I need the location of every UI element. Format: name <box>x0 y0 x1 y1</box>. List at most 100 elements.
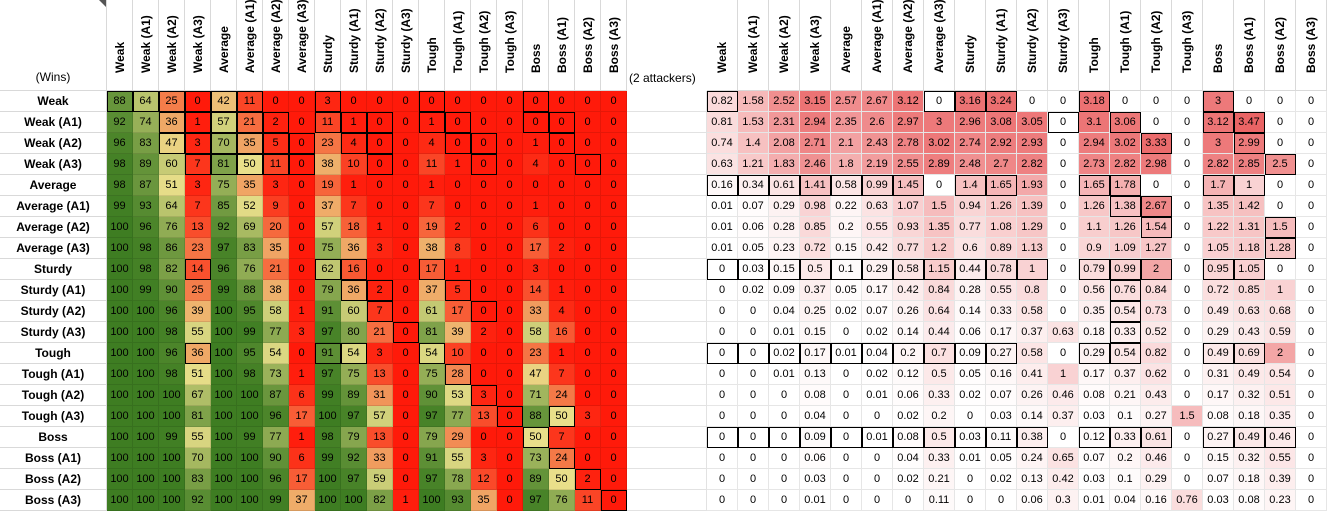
win-cell[interactable]: 3 <box>367 238 393 259</box>
win-cell[interactable]: 0 <box>601 196 627 217</box>
ratio-cell[interactable]: 0 <box>769 385 800 406</box>
ratio-cell[interactable]: 0.03 <box>1079 469 1110 490</box>
ratio-cell[interactable]: 0.33 <box>1110 322 1141 343</box>
win-cell[interactable]: 0 <box>601 133 627 154</box>
ratio-cell[interactable]: 0.8 <box>1017 280 1048 301</box>
ratio-cell[interactable]: 2.82 <box>1203 154 1234 175</box>
ratio-column-header[interactable]: Average (A1) <box>862 0 893 91</box>
win-cell[interactable]: 0 <box>575 238 601 259</box>
ratio-cell[interactable]: 0.03 <box>986 406 1017 427</box>
win-cell[interactable]: 0 <box>601 427 627 448</box>
ratio-cell[interactable]: 0 <box>986 490 1017 511</box>
win-cell[interactable]: 0 <box>471 343 497 364</box>
ratio-cell[interactable]: 0.24 <box>1017 448 1048 469</box>
win-cell[interactable]: 2 <box>367 280 393 301</box>
win-cell[interactable]: 81 <box>211 154 237 175</box>
ratio-cell[interactable]: 0.29 <box>1079 343 1110 364</box>
win-cell[interactable]: 0 <box>393 280 419 301</box>
wins-column-header[interactable]: Boss <box>523 0 549 91</box>
ratio-cell[interactable]: 0.01 <box>831 343 862 364</box>
wins-column-header[interactable]: Boss (A2) <box>575 0 601 91</box>
ratio-cell[interactable]: 0.14 <box>893 322 924 343</box>
ratio-cell[interactable]: 0.85 <box>1234 280 1265 301</box>
ratio-cell[interactable]: 0.63 <box>1048 322 1079 343</box>
win-cell[interactable]: 0 <box>523 175 549 196</box>
ratio-cell[interactable]: 0.13 <box>1017 469 1048 490</box>
win-cell[interactable]: 0 <box>289 91 315 112</box>
win-cell[interactable]: 3 <box>575 406 601 427</box>
spacer-cell[interactable] <box>627 406 707 427</box>
win-cell[interactable]: 7 <box>549 427 575 448</box>
win-cell[interactable]: 0 <box>471 196 497 217</box>
win-cell[interactable]: 33 <box>367 448 393 469</box>
ratio-cell[interactable]: 0.2 <box>831 217 862 238</box>
wins-column-header[interactable]: Weak (A2) <box>159 0 185 91</box>
ratio-cell[interactable]: 0.46 <box>1141 448 1172 469</box>
ratio-cell[interactable]: 0.51 <box>1265 385 1296 406</box>
win-cell[interactable]: 0 <box>549 196 575 217</box>
win-cell[interactable]: 0 <box>341 91 367 112</box>
ratio-cell[interactable]: 3 <box>1203 133 1234 154</box>
win-cell[interactable]: 50 <box>523 427 549 448</box>
win-cell[interactable]: 100 <box>341 490 367 511</box>
ratio-cell[interactable]: 0.49 <box>1203 301 1234 322</box>
ratio-cell[interactable]: 0.06 <box>955 322 986 343</box>
win-cell[interactable]: 5 <box>445 280 471 301</box>
ratio-cell[interactable]: 0 <box>1172 133 1203 154</box>
win-cell[interactable]: 100 <box>107 490 133 511</box>
win-cell[interactable]: 57 <box>367 406 393 427</box>
ratio-cell[interactable]: 0.15 <box>800 322 831 343</box>
row-header[interactable]: Sturdy (A2) <box>0 301 107 322</box>
ratio-cell[interactable]: 0 <box>862 490 893 511</box>
ratio-cell[interactable]: 0 <box>1048 280 1079 301</box>
win-cell[interactable]: 70 <box>211 133 237 154</box>
win-cell[interactable]: 100 <box>107 301 133 322</box>
ratio-cell[interactable]: 0.33 <box>924 448 955 469</box>
win-cell[interactable]: 73 <box>523 448 549 469</box>
win-cell[interactable]: 29 <box>445 427 471 448</box>
win-cell[interactable]: 4 <box>523 154 549 175</box>
ratio-cell[interactable]: 0.2 <box>893 343 924 364</box>
ratio-cell[interactable]: 0.1 <box>1110 406 1141 427</box>
win-cell[interactable]: 93 <box>133 196 159 217</box>
ratio-cell[interactable]: 1.1 <box>1079 217 1110 238</box>
win-cell[interactable]: 82 <box>367 490 393 511</box>
win-cell[interactable]: 75 <box>211 175 237 196</box>
ratio-cell[interactable]: 0.63 <box>1234 301 1265 322</box>
win-cell[interactable]: 98 <box>237 364 263 385</box>
win-cell[interactable]: 36 <box>341 238 367 259</box>
ratio-cell[interactable]: 0 <box>1296 196 1327 217</box>
ratio-column-header[interactable]: Tough (A3) <box>1172 0 1203 91</box>
ratio-cell[interactable]: 0.01 <box>862 427 893 448</box>
win-cell[interactable]: 95 <box>237 301 263 322</box>
win-cell[interactable]: 100 <box>211 322 237 343</box>
spacer-cell[interactable] <box>627 469 707 490</box>
win-cell[interactable]: 0 <box>601 364 627 385</box>
ratio-cell[interactable]: 0.27 <box>1141 406 1172 427</box>
ratio-cell[interactable]: 1 <box>1234 175 1265 196</box>
ratio-cell[interactable]: 0.44 <box>924 322 955 343</box>
win-cell[interactable]: 99 <box>315 448 341 469</box>
win-cell[interactable]: 98 <box>107 175 133 196</box>
win-cell[interactable]: 13 <box>367 364 393 385</box>
win-cell[interactable]: 64 <box>159 196 185 217</box>
win-cell[interactable]: 37 <box>315 196 341 217</box>
win-cell[interactable]: 0 <box>289 280 315 301</box>
ratio-cell[interactable]: 0 <box>738 469 769 490</box>
ratio-cell[interactable]: 0.11 <box>924 490 955 511</box>
ratio-cell[interactable]: 0.2 <box>924 406 955 427</box>
win-cell[interactable]: 0 <box>549 112 575 133</box>
row-header[interactable]: Tough (A3) <box>0 406 107 427</box>
win-cell[interactable]: 100 <box>107 217 133 238</box>
ratio-cell[interactable]: 0 <box>862 448 893 469</box>
ratio-cell[interactable]: 0 <box>1265 133 1296 154</box>
ratio-cell[interactable]: 0.18 <box>1079 322 1110 343</box>
win-cell[interactable]: 0 <box>601 469 627 490</box>
win-cell[interactable]: 0 <box>471 364 497 385</box>
win-cell[interactable]: 2 <box>471 322 497 343</box>
ratio-cell[interactable]: 0.03 <box>800 469 831 490</box>
wins-column-header[interactable]: Average <box>211 0 237 91</box>
ratio-cell[interactable]: 1.18 <box>1234 238 1265 259</box>
win-cell[interactable]: 92 <box>211 217 237 238</box>
win-cell[interactable]: 100 <box>107 238 133 259</box>
